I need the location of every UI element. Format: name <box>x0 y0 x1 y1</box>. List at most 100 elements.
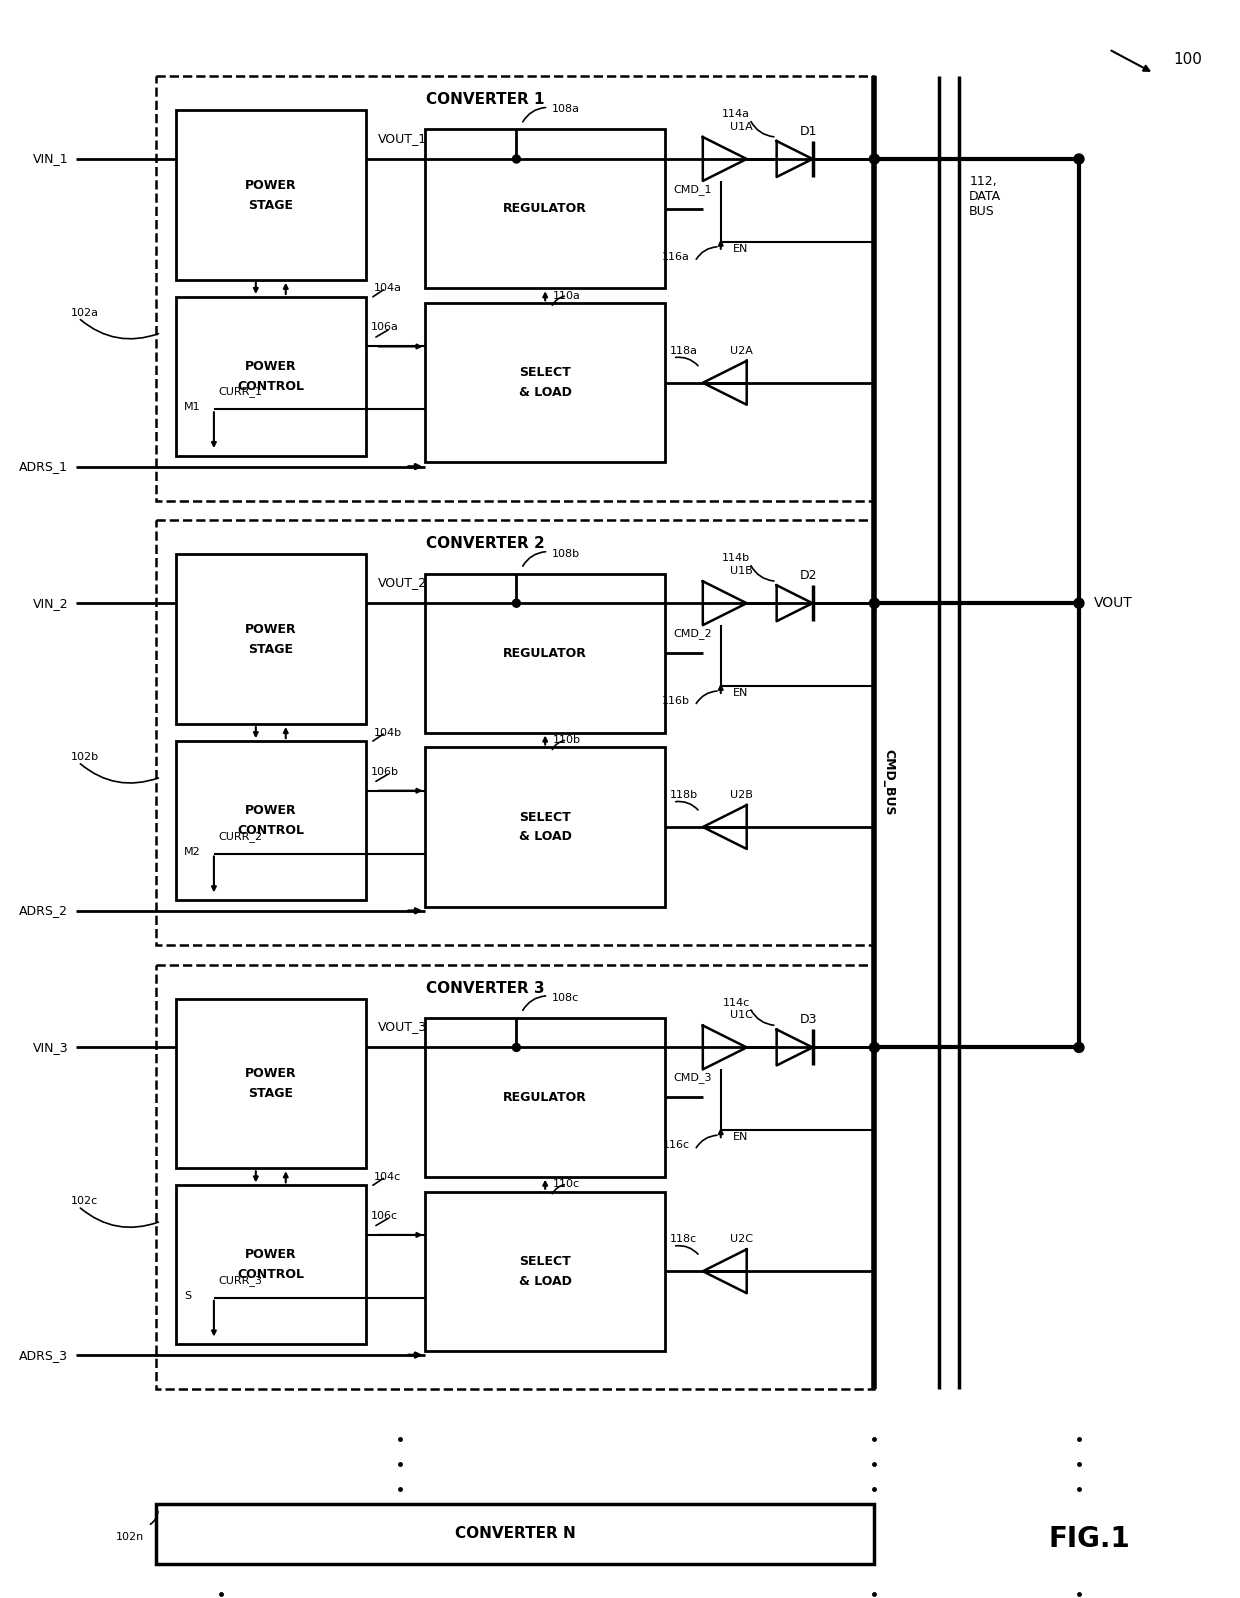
Circle shape <box>1074 598 1084 609</box>
Text: 106b: 106b <box>371 767 398 777</box>
Bar <box>425 1192 665 1350</box>
Text: SELECT: SELECT <box>520 1254 572 1267</box>
Text: 110c: 110c <box>553 1179 580 1189</box>
Text: POWER: POWER <box>246 804 296 817</box>
Polygon shape <box>703 137 746 181</box>
Text: D3: D3 <box>800 1013 817 1026</box>
Bar <box>156 1504 874 1564</box>
Circle shape <box>512 599 521 607</box>
Text: FIG.1: FIG.1 <box>1048 1524 1130 1553</box>
Polygon shape <box>776 141 812 177</box>
Bar <box>156 77 874 500</box>
Text: REGULATOR: REGULATOR <box>503 203 587 216</box>
Text: CONTROL: CONTROL <box>237 1269 304 1282</box>
Text: 108c: 108c <box>552 992 579 1004</box>
Text: 118b: 118b <box>670 789 698 801</box>
Polygon shape <box>776 585 812 622</box>
Bar <box>425 304 665 462</box>
Text: POWER: POWER <box>246 360 296 372</box>
Text: VIN_1: VIN_1 <box>32 152 68 166</box>
Text: 114b: 114b <box>722 553 750 562</box>
Text: POWER: POWER <box>246 179 296 192</box>
Circle shape <box>1074 1042 1084 1053</box>
Text: REGULATOR: REGULATOR <box>503 647 587 660</box>
Text: 100: 100 <box>1174 51 1203 67</box>
Text: CMD_2: CMD_2 <box>673 628 712 639</box>
Text: CURR_1: CURR_1 <box>218 387 262 398</box>
Text: SELECT: SELECT <box>520 810 572 823</box>
Polygon shape <box>703 1026 746 1069</box>
Text: S: S <box>184 1291 191 1301</box>
Circle shape <box>512 155 521 163</box>
Text: 102n: 102n <box>115 1532 144 1542</box>
Text: M2: M2 <box>184 847 201 857</box>
Text: 102a: 102a <box>71 308 99 318</box>
Text: & LOAD: & LOAD <box>518 831 572 844</box>
Text: & LOAD: & LOAD <box>518 387 572 400</box>
Circle shape <box>869 1042 879 1053</box>
Text: VOUT_1: VOUT_1 <box>377 133 427 145</box>
Text: 106c: 106c <box>371 1211 398 1221</box>
Text: ADRS_3: ADRS_3 <box>20 1349 68 1361</box>
Bar <box>176 110 366 280</box>
Bar <box>176 741 366 900</box>
Text: POWER: POWER <box>246 623 296 636</box>
Text: M1: M1 <box>184 403 201 412</box>
Text: CURR_3: CURR_3 <box>218 1275 262 1286</box>
Bar <box>176 999 366 1168</box>
Bar <box>156 965 874 1389</box>
Text: CONTROL: CONTROL <box>237 380 304 393</box>
Text: & LOAD: & LOAD <box>518 1275 572 1288</box>
Text: 116a: 116a <box>662 252 689 262</box>
Text: EN: EN <box>733 689 748 698</box>
Text: STAGE: STAGE <box>248 1087 294 1099</box>
Text: 118a: 118a <box>670 345 698 356</box>
Text: VIN_2: VIN_2 <box>32 596 68 610</box>
Text: U1B: U1B <box>730 566 753 577</box>
Text: STAGE: STAGE <box>248 198 294 211</box>
Text: 102c: 102c <box>71 1197 98 1206</box>
Text: U1C: U1C <box>730 1010 753 1021</box>
Bar <box>176 555 366 724</box>
Text: CONVERTER 3: CONVERTER 3 <box>427 981 544 996</box>
Polygon shape <box>776 1029 812 1066</box>
Text: 118c: 118c <box>670 1234 697 1245</box>
Text: 104b: 104b <box>373 727 402 738</box>
Text: STAGE: STAGE <box>248 642 294 655</box>
Text: U2C: U2C <box>730 1234 753 1245</box>
Bar <box>156 521 874 944</box>
Polygon shape <box>703 361 746 404</box>
Text: 110b: 110b <box>553 735 582 745</box>
Text: EN: EN <box>733 1131 748 1143</box>
Text: D2: D2 <box>800 569 817 582</box>
Text: D1: D1 <box>800 125 817 137</box>
Polygon shape <box>703 805 746 849</box>
Bar <box>425 574 665 732</box>
Text: CONVERTER N: CONVERTER N <box>455 1526 575 1540</box>
Polygon shape <box>703 582 746 625</box>
Text: VIN_3: VIN_3 <box>32 1040 68 1055</box>
Text: CONVERTER 2: CONVERTER 2 <box>425 537 544 551</box>
Bar <box>176 297 366 455</box>
Text: U1A: U1A <box>730 121 753 133</box>
Circle shape <box>869 153 879 165</box>
Text: 106a: 106a <box>371 323 398 332</box>
Text: SELECT: SELECT <box>520 366 572 379</box>
Text: 104c: 104c <box>373 1171 401 1183</box>
Text: VOUT: VOUT <box>1094 596 1132 610</box>
Bar <box>176 1186 366 1344</box>
Text: 116b: 116b <box>662 695 689 706</box>
Text: 112,
DATA
BUS: 112, DATA BUS <box>970 174 1002 217</box>
Circle shape <box>869 598 879 609</box>
Text: 108b: 108b <box>552 548 579 559</box>
Text: CURR_2: CURR_2 <box>218 831 262 842</box>
Circle shape <box>512 1043 521 1051</box>
Text: 104a: 104a <box>373 283 402 294</box>
Polygon shape <box>703 1250 746 1293</box>
Text: CMD_BUS: CMD_BUS <box>883 749 895 815</box>
Text: ADRS_2: ADRS_2 <box>20 904 68 917</box>
Text: VOUT_3: VOUT_3 <box>377 1021 427 1034</box>
Text: CONTROL: CONTROL <box>237 825 304 837</box>
Text: 116c: 116c <box>662 1139 689 1151</box>
Bar <box>425 748 665 906</box>
